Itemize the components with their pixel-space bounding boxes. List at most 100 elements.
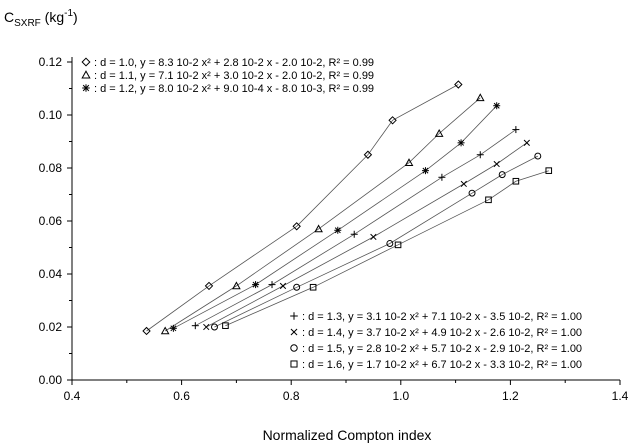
data-point-plus [191,322,199,330]
circle-shape [290,344,298,352]
data-point-diamond [204,281,214,291]
x-tick-label: 1.4 [612,389,629,403]
y-axis-title-unit-close: ) [73,9,78,25]
star-stroke [422,167,429,174]
star-stroke [334,227,341,234]
diamond-shape [454,80,463,89]
y-axis-title-unit-exponent: -1 [64,8,73,19]
triangle-shape [232,281,241,290]
data-point-circle [211,323,218,331]
data-point-triangle [404,158,414,166]
cross-stroke [203,323,210,331]
data-point-square [309,283,317,291]
data-point-diamond [363,150,373,159]
circle-shape [534,152,542,160]
data-point-square [545,167,553,174]
data-point-plus [268,281,276,289]
cross-stroke [290,328,298,336]
data-point-plus [512,126,520,134]
data-point-star [457,139,465,147]
circle-shape [211,323,218,331]
data-point-plus [438,173,446,181]
data-point-cross [279,282,287,290]
data-point-square [394,241,402,249]
diamond-shape [142,326,151,336]
data-point-square [512,177,520,185]
legend-label: : d = 1.2, y = 8.0 10-2 x² + 9.0 10-4 x … [94,83,374,95]
data-point-square [222,322,229,329]
series-line-square [225,170,549,327]
plot-area: 0.4 0.6 0.8 1.0 1.2 1.4 0.00 0.02 0.04 0.06 0.08 0.… [39,55,629,403]
data-point-cross [203,323,210,331]
legend-top-left: : d = 1.0, y = 8.3 10-2 x² + 2.8 10-2 x … [81,57,374,95]
y-tick-label: 0.04 [39,267,63,281]
data-point-triangle [314,224,323,233]
square-shape [309,283,317,291]
data-point-star [169,324,177,332]
star-stroke [170,325,177,332]
diamond-shape [292,222,301,231]
series-line-triangle [164,97,481,332]
data-point-star [334,226,342,234]
cross-stroke [523,139,530,146]
circle-shape [293,283,301,291]
legend-label: : d = 1.5, y = 2.8 10-2 x² + 5.7 10-2 x … [302,343,582,355]
circle-shape [468,189,476,197]
x-tick-label: 1.0 [392,389,409,403]
data-point-triangle [475,93,485,102]
data-point-cross [370,233,377,241]
data-point-star [252,281,260,289]
legend-bottom-right: : d = 1.3, y = 3.1 10-2 x² + 7.1 10-2 x … [290,311,582,371]
data-point-cross [493,160,500,168]
data-point-cross [523,139,530,146]
y-tick-label: 0.10 [39,108,63,122]
data-point-triangle [160,326,170,335]
triangle-shape [160,326,170,335]
data-point-diamond [388,116,397,125]
y-tick-label: 0.00 [39,373,63,387]
data-point-plus [476,151,484,159]
star-stroke [493,102,500,109]
cross-stroke [370,233,377,241]
triangle-shape [434,129,444,137]
data-point-square [485,196,492,204]
legend-label: : d = 1.0, y = 8.3 10-2 x² + 2.8 10-2 x … [94,57,374,69]
y-axis-title: CSXRF (kg-1) [4,8,78,29]
diamond-shape [388,116,397,125]
star-stroke [458,139,465,146]
star-stroke [82,84,90,92]
cross-stroke [493,160,500,168]
data-point-circle [293,283,301,291]
legend-marker-circle [290,344,298,352]
triangle-shape [404,158,414,166]
data-point-circle [386,240,394,247]
square-shape [222,322,229,329]
data-point-star [493,102,501,110]
y-axis-title-subscript: SXRF [14,18,41,29]
triangle-shape [475,93,485,102]
legend-marker-square [290,360,298,368]
data-point-star [421,167,429,175]
square-shape [545,167,553,174]
legend-label: : d = 1.1, y = 7.1 10-2 x² + 3.0 10-2 x … [94,70,374,82]
y-tick-label: 0.12 [39,55,63,69]
square-shape [485,196,492,204]
data-point-diamond [454,80,463,89]
data-point-triangle [434,129,444,137]
data-point-triangle [232,281,241,290]
diamond-shape [81,57,91,67]
legend-marker-plus [290,312,298,320]
square-shape [290,360,298,368]
diamond-shape [363,150,373,159]
legend-marker-diamond [81,57,91,67]
diamond-shape [204,281,214,291]
data-point-circle [468,189,476,197]
series-line-cross [206,142,528,328]
x-axis-title: Normalized Compton index [263,427,432,443]
triangle-shape [81,70,91,79]
data-point-cross [460,180,467,188]
y-tick-label: 0.08 [39,161,63,175]
legend-label: : d = 1.6, y = 1.7 10-2 x² + 6.7 10-2 x … [302,359,582,371]
star-stroke [252,281,259,288]
legend-marker-star [82,84,90,92]
